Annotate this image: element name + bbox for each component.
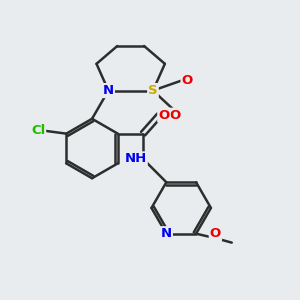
Text: S: S bbox=[148, 84, 158, 97]
Text: O: O bbox=[158, 109, 169, 122]
Text: NH: NH bbox=[124, 152, 147, 165]
Text: Cl: Cl bbox=[31, 124, 45, 137]
Text: O: O bbox=[210, 227, 221, 240]
Text: N: N bbox=[161, 227, 172, 240]
Text: O: O bbox=[169, 109, 181, 122]
Text: O: O bbox=[182, 74, 193, 87]
Text: N: N bbox=[103, 84, 114, 97]
